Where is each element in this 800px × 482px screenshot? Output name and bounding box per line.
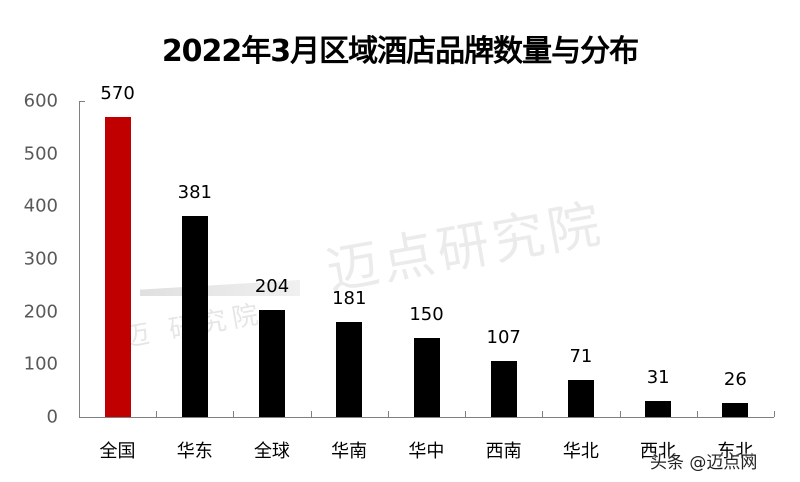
x-tick-mark xyxy=(156,411,158,417)
x-tick-mark xyxy=(696,411,698,417)
x-category-label: 华中 xyxy=(408,441,445,462)
x-category-label: 全球 xyxy=(253,441,290,462)
bar-7 xyxy=(645,400,672,417)
x-tick-mark xyxy=(542,411,544,417)
bar-0 xyxy=(104,116,131,417)
x-axis xyxy=(79,417,774,418)
x-category-label: 华南 xyxy=(331,441,368,462)
bar-3 xyxy=(336,321,363,417)
chart-title: 2022年3月区域酒店品牌数量与分布 xyxy=(161,34,639,69)
data-label: 181 xyxy=(332,287,367,309)
watermark-main: 迈点研究院 xyxy=(322,194,609,302)
x-tick-mark xyxy=(619,411,621,417)
bar-2 xyxy=(259,309,286,417)
x-category-label: 西北 xyxy=(640,441,677,462)
y-tick-label: 300 xyxy=(23,248,58,270)
data-label: 150 xyxy=(409,304,444,325)
data-label: 26 xyxy=(723,369,747,391)
y-tick-mark xyxy=(79,101,85,102)
y-tick-label: 0 xyxy=(46,406,58,428)
data-label: 71 xyxy=(569,345,593,367)
bar-4 xyxy=(413,338,440,417)
bar-6 xyxy=(567,379,594,417)
y-tick-label: 400 xyxy=(23,195,58,217)
x-category-label: 全国 xyxy=(99,441,136,462)
y-axis xyxy=(79,101,80,417)
x-tick-mark xyxy=(387,411,389,417)
x-category-label: 华北 xyxy=(562,441,599,462)
bar-8 xyxy=(722,403,749,417)
x-category-label: 华东 xyxy=(176,441,213,462)
x-category-label: 西南 xyxy=(485,441,522,462)
y-tick-label: 600 xyxy=(23,90,58,112)
data-label: 381 xyxy=(177,182,212,204)
x-tick-mark xyxy=(233,411,235,417)
x-category-label: 东北 xyxy=(717,441,754,462)
y-tick-label: 500 xyxy=(23,143,58,165)
y-tick-label: 100 xyxy=(23,353,58,375)
x-tick-mark xyxy=(774,411,775,417)
data-label: 31 xyxy=(646,366,670,388)
data-label: 204 xyxy=(254,275,290,297)
source-credit: 头条 @迈点网 xyxy=(650,453,758,473)
y-tick-label: 200 xyxy=(23,301,58,323)
x-tick-mark xyxy=(310,411,312,417)
data-label: 570 xyxy=(100,82,135,104)
bar-5 xyxy=(490,360,517,417)
bar-1 xyxy=(181,216,208,417)
x-tick-mark xyxy=(465,411,467,417)
data-label: 107 xyxy=(486,326,521,348)
